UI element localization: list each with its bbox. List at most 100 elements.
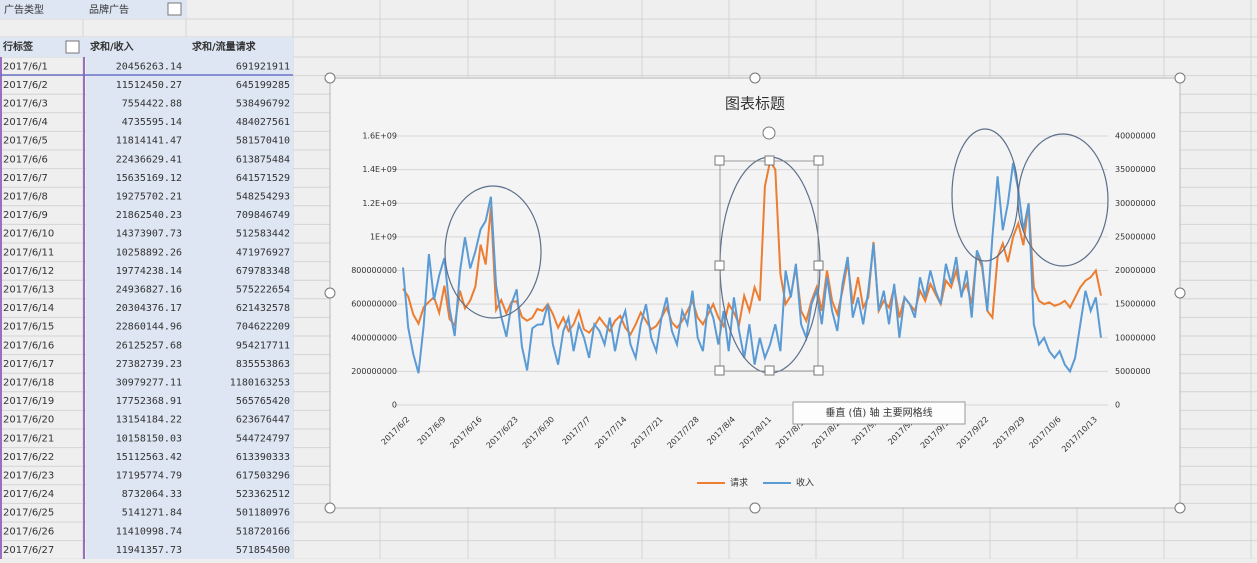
date-cell: 2017/6/26 [3,526,54,537]
y-tick-label: 1.6E+09 [362,132,397,141]
request-cell: 954217711 [236,340,290,351]
request-cell: 621432578 [236,303,290,314]
request-cell: 641571529 [236,173,290,184]
request-cell: 617503296 [236,471,290,482]
request-cell: 679783348 [236,266,290,277]
y2-tick-label: 35000000 [1115,165,1156,174]
request-cell: 548254293 [236,192,290,203]
y-tick-label: 400000000 [351,333,397,342]
request-cell: 623676447 [236,415,290,426]
revenue-cell: 19275702.21 [116,192,182,203]
revenue-cell: 11814141.47 [116,136,182,147]
revenue-cell: 20304376.17 [116,303,182,314]
request-cell: 571854500 [236,545,290,556]
header-cell: 行标签 [2,40,34,53]
request-cell: 1180163253 [230,378,290,389]
date-cell: 2017/6/3 [3,99,48,110]
revenue-cell: 8732064.33 [122,489,182,500]
date-cell: 2017/6/9 [3,210,48,221]
date-cell: 2017/6/13 [3,285,54,296]
request-cell: 835553863 [236,359,290,370]
revenue-cell: 27382739.23 [116,359,182,370]
request-cell: 484027561 [236,117,290,128]
request-cell: 613390333 [236,452,290,463]
y-tick-label: 200000000 [351,367,397,376]
request-cell: 645199285 [236,80,290,91]
request-cell: 501180976 [236,508,290,519]
y2-tick-label: 40000000 [1115,132,1156,141]
date-cell: 2017/6/7 [3,173,48,184]
revenue-cell: 10158150.03 [116,433,182,444]
revenue-cell: 20456263.14 [116,61,182,72]
row-filter-button[interactable] [65,40,80,54]
revenue-cell: 15112563.42 [116,452,182,463]
revenue-cell: 24936827.16 [116,285,182,296]
legend-label: 请求 [730,477,748,489]
request-cell: 613875484 [236,154,290,165]
revenue-cell: 17195774.79 [116,471,182,482]
y-tick-label: 1.4E+09 [362,165,397,174]
filter-button[interactable] [167,2,182,16]
date-cell: 2017/6/22 [3,452,54,463]
date-cell: 2017/6/1 [3,61,48,72]
request-cell: 512583442 [236,229,290,240]
date-cell: 2017/6/8 [3,192,48,203]
revenue-cell: 17752368.91 [116,396,182,407]
request-cell: 565765420 [236,396,290,407]
date-cell: 2017/6/21 [3,433,54,444]
y2-tick-label: 15000000 [1115,300,1156,309]
revenue-cell: 22860144.96 [116,322,182,333]
chart-area[interactable] [329,77,1181,509]
date-cell: 2017/6/19 [3,396,54,407]
date-cell: 2017/6/10 [3,229,54,240]
date-cell: 2017/6/23 [3,471,54,482]
request-cell: 575222654 [236,285,290,296]
date-cell: 2017/6/6 [3,154,48,165]
revenue-cell: 15635169.12 [116,173,182,184]
revenue-cell: 11512450.27 [116,80,182,91]
y2-tick-label: 20000000 [1115,266,1156,275]
y-tick-label: 0 [392,401,397,410]
date-cell: 2017/6/5 [3,136,48,147]
date-cell: 2017/6/27 [3,545,54,556]
y-tick-label: 800000000 [351,266,397,275]
revenue-cell: 10258892.26 [116,247,182,258]
chart-title: 图表标题 [725,95,785,113]
revenue-cell: 19774238.14 [116,266,182,277]
y2-tick-label: 10000000 [1115,333,1156,342]
date-cell: 2017/6/20 [3,415,54,426]
filter-row [0,0,186,19]
series-line [402,162,1102,374]
annotation-circle [1017,133,1109,267]
annotation-circle [444,185,542,319]
header-cell: 求和/收入 [90,40,134,53]
date-cell: 2017/6/18 [3,378,54,389]
request-cell: 538496792 [236,99,290,110]
filter-label: 广告类型 [4,3,44,16]
tooltip: 垂直 (值) 轴 主要网格线 [825,406,932,419]
y2-tick-label: 30000000 [1115,199,1156,208]
request-cell: 581570410 [236,136,290,147]
request-cell: 518720166 [236,526,290,537]
y-tick-label: 1E+09 [370,232,397,241]
y2-tick-label: 0 [1115,401,1120,410]
date-cell: 2017/6/16 [3,340,54,351]
request-cell: 523362512 [236,489,290,500]
date-cell: 2017/6/15 [3,322,54,333]
date-cell: 2017/6/14 [3,303,54,314]
revenue-cell: 4735595.14 [122,117,182,128]
y2-tick-label: 5000000 [1115,367,1151,376]
revenue-cell: 30979277.11 [116,378,182,389]
filter-value: 品牌广告 [89,3,129,16]
request-cell: 471976927 [236,247,290,258]
revenue-cell: 5141271.84 [122,508,182,519]
request-cell: 544724797 [236,433,290,444]
revenue-cell: 21862540.23 [116,210,182,221]
header-cell: 求和/流量请求 [192,40,257,53]
date-cell: 2017/6/2 [3,80,48,91]
tooltip-box [792,401,966,425]
legend-label: 收入 [796,477,814,489]
date-cell: 2017/6/12 [3,266,54,277]
